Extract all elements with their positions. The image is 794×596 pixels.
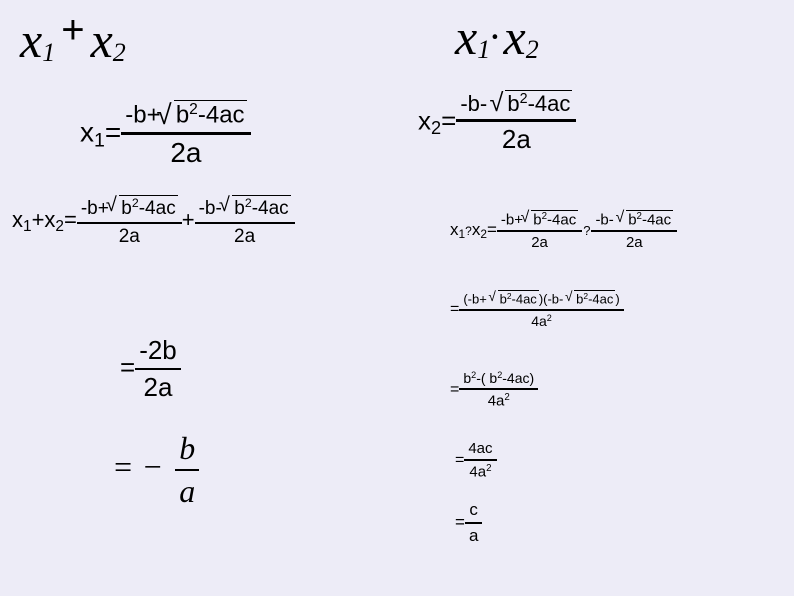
header-product: x1· x2 (455, 8, 539, 66)
sum-step1: x1+x2= -b+b2-4ac 2a + -b-b2-4ac 2a (12, 195, 295, 248)
sum-step3: = − b a (112, 430, 199, 510)
prod-step5: = c a (455, 500, 482, 546)
prod-step4: = 4ac 4a2 (455, 440, 497, 480)
header-sum: x1 + x2 (20, 8, 126, 69)
eq-x1: x1= -b+b2-4ac 2a (80, 100, 251, 169)
prod-step2: = (-b+ b2-4ac)(-b- b2-4ac) 4a2 (450, 290, 624, 329)
eq-x2: x2= -b- b2-4ac 2a (418, 90, 576, 155)
prod-step3: = b2-( b2-4ac) 4a2 (450, 370, 538, 409)
sum-step2: = -2b 2a (120, 335, 181, 403)
prod-step1: x1?x2= -b+b2-4ac 2a ? -b- b2-4ac 2a (450, 210, 677, 251)
